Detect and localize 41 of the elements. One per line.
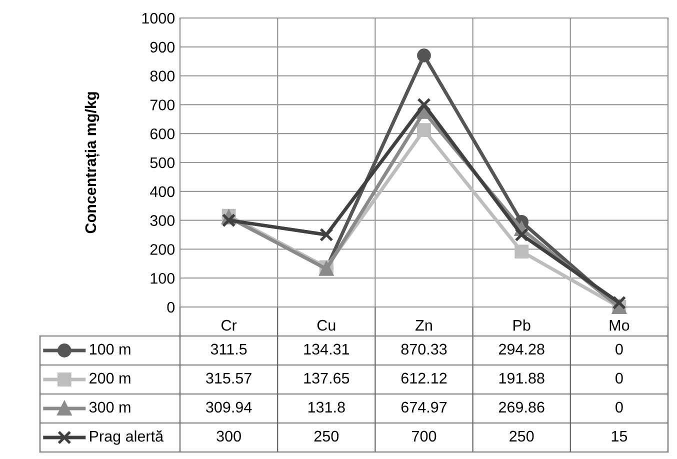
data-label: 191.88 (499, 372, 544, 384)
x-tick-label: Pb (514, 320, 530, 331)
data-label: 309.94 (206, 402, 252, 413)
x-tick-label: Cr (222, 320, 237, 331)
legend-label: 100 m (90, 344, 130, 355)
data-label: 294.28 (499, 344, 544, 355)
data-label: 311.5 (210, 344, 247, 355)
data-label: 137.65 (304, 372, 350, 384)
y-tick-label: 800 (150, 70, 175, 82)
legend-label: Prag alertă (90, 430, 164, 445)
data-label: 15 (612, 430, 628, 442)
y-tick-label: 600 (150, 128, 175, 140)
y-tick-label: 500 (150, 157, 175, 168)
data-label: 612.12 (401, 372, 447, 384)
x-tick-label: Zn (416, 320, 432, 331)
y-tick-label: 400 (150, 186, 175, 198)
data-label: 315.57 (206, 372, 252, 384)
legend-label: 200 m (90, 372, 130, 384)
data-label: 131.8 (308, 402, 345, 413)
y-tick-label: 700 (150, 100, 175, 110)
y-tick-label: 200 (150, 244, 175, 255)
data-label: 0 (616, 372, 623, 384)
data-label: 250 (510, 430, 534, 442)
data-label: 134.31 (304, 344, 350, 355)
data-label: 269.86 (499, 402, 544, 413)
y-tick-label: 1000 (142, 12, 175, 24)
data-label: 674.97 (401, 402, 447, 413)
data-label: 0 (616, 402, 623, 413)
y-tick-label: 300 (150, 215, 175, 226)
data-label: 250 (314, 430, 339, 442)
data-label: 0 (616, 344, 623, 355)
data-label: 300 (216, 430, 241, 442)
y-tick-label: 100 (150, 272, 175, 284)
x-tick-label: Cu (317, 320, 336, 331)
x-tick-label: Mo (610, 320, 630, 331)
data-label: 700 (412, 430, 436, 442)
y-tick-label: 900 (150, 42, 175, 53)
y-axis-title: Concentrația mg/kg (84, 92, 100, 234)
data-label: 870.33 (401, 344, 447, 355)
legend-label: 300 m (89, 402, 130, 413)
y-tick-label: 0 (167, 302, 175, 313)
